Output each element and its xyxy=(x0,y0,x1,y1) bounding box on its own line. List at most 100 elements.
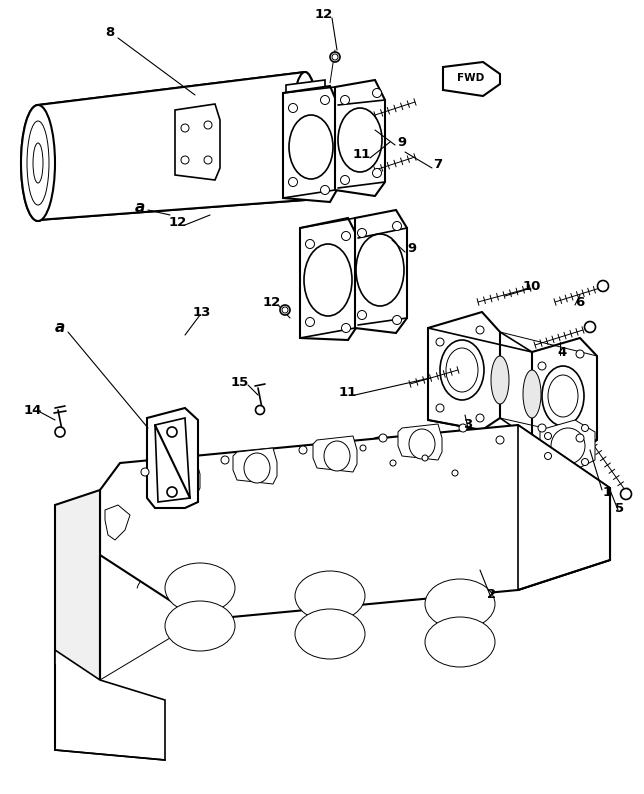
Polygon shape xyxy=(155,418,190,502)
Polygon shape xyxy=(313,436,357,472)
Polygon shape xyxy=(38,72,305,220)
Circle shape xyxy=(360,445,366,451)
Circle shape xyxy=(280,305,290,315)
Circle shape xyxy=(330,52,340,62)
Polygon shape xyxy=(233,448,277,484)
Text: 11: 11 xyxy=(353,148,371,161)
Ellipse shape xyxy=(425,579,495,629)
Circle shape xyxy=(452,470,458,476)
Polygon shape xyxy=(355,210,407,333)
Polygon shape xyxy=(286,80,325,110)
Text: a: a xyxy=(135,201,145,215)
Polygon shape xyxy=(100,425,610,620)
Circle shape xyxy=(598,280,609,291)
Circle shape xyxy=(204,156,212,164)
Circle shape xyxy=(141,468,149,476)
Ellipse shape xyxy=(338,108,382,172)
Circle shape xyxy=(576,434,584,442)
Ellipse shape xyxy=(426,447,454,483)
Circle shape xyxy=(372,88,381,98)
Circle shape xyxy=(379,434,387,442)
Ellipse shape xyxy=(446,348,478,392)
Ellipse shape xyxy=(33,143,43,183)
Circle shape xyxy=(341,175,350,184)
Text: 10: 10 xyxy=(523,280,541,294)
Ellipse shape xyxy=(165,601,235,651)
Circle shape xyxy=(538,362,546,370)
Circle shape xyxy=(204,121,212,129)
Ellipse shape xyxy=(425,617,495,667)
Circle shape xyxy=(305,240,314,249)
Polygon shape xyxy=(443,62,500,96)
Circle shape xyxy=(256,406,265,414)
Circle shape xyxy=(357,229,366,237)
Circle shape xyxy=(289,103,298,113)
Text: 14: 14 xyxy=(24,403,43,417)
Text: 2: 2 xyxy=(488,588,497,602)
Polygon shape xyxy=(147,408,198,508)
Circle shape xyxy=(341,323,350,333)
Circle shape xyxy=(538,424,546,432)
Ellipse shape xyxy=(27,121,49,205)
Text: 3: 3 xyxy=(464,418,473,431)
Polygon shape xyxy=(428,312,500,430)
Circle shape xyxy=(167,487,177,497)
Text: 9: 9 xyxy=(397,136,406,148)
Ellipse shape xyxy=(409,429,435,459)
Text: 12: 12 xyxy=(315,7,333,21)
Circle shape xyxy=(167,427,177,437)
Polygon shape xyxy=(156,460,200,496)
Polygon shape xyxy=(55,650,165,760)
Text: 5: 5 xyxy=(616,502,625,515)
Circle shape xyxy=(422,455,428,461)
Circle shape xyxy=(436,404,444,412)
Ellipse shape xyxy=(21,105,55,221)
Circle shape xyxy=(221,456,229,464)
Circle shape xyxy=(341,232,350,241)
Circle shape xyxy=(321,186,330,195)
Polygon shape xyxy=(105,505,130,540)
Circle shape xyxy=(305,318,314,326)
Ellipse shape xyxy=(291,72,319,200)
Circle shape xyxy=(476,326,484,334)
Ellipse shape xyxy=(542,366,584,426)
Ellipse shape xyxy=(491,356,509,404)
Polygon shape xyxy=(398,424,442,460)
Circle shape xyxy=(181,156,189,164)
Circle shape xyxy=(372,168,381,178)
Ellipse shape xyxy=(356,234,404,306)
Text: 15: 15 xyxy=(231,376,249,388)
Text: 9: 9 xyxy=(408,241,417,255)
Ellipse shape xyxy=(548,375,578,417)
Text: 8: 8 xyxy=(106,26,115,40)
Polygon shape xyxy=(335,80,385,196)
Circle shape xyxy=(181,124,189,132)
Ellipse shape xyxy=(165,563,235,613)
Ellipse shape xyxy=(364,437,392,472)
Ellipse shape xyxy=(551,428,585,464)
Text: 4: 4 xyxy=(557,345,567,359)
Circle shape xyxy=(544,453,551,460)
Circle shape xyxy=(55,427,65,437)
Circle shape xyxy=(321,95,330,105)
Text: 6: 6 xyxy=(575,295,585,309)
Text: 12: 12 xyxy=(169,215,187,229)
Polygon shape xyxy=(540,420,595,470)
Circle shape xyxy=(459,424,467,432)
Polygon shape xyxy=(283,86,338,202)
Ellipse shape xyxy=(33,143,43,183)
Circle shape xyxy=(357,310,366,319)
Circle shape xyxy=(576,350,584,358)
Circle shape xyxy=(436,338,444,346)
Text: a: a xyxy=(55,321,65,336)
Circle shape xyxy=(289,178,298,187)
Circle shape xyxy=(299,446,307,454)
Text: 12: 12 xyxy=(263,295,281,309)
Ellipse shape xyxy=(295,609,365,659)
Text: 1: 1 xyxy=(602,485,612,499)
Ellipse shape xyxy=(167,465,193,495)
Polygon shape xyxy=(532,338,597,452)
Circle shape xyxy=(544,433,551,440)
Ellipse shape xyxy=(244,453,270,483)
Text: 13: 13 xyxy=(193,306,211,318)
